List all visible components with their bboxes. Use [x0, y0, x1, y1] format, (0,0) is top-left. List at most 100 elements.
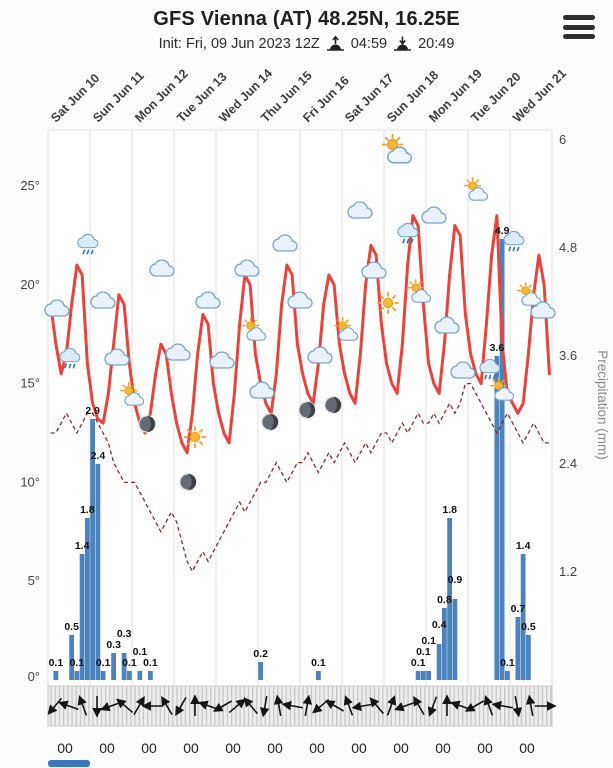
- precip-bar: [79, 554, 85, 680]
- temp-tick-label: 15°: [20, 376, 40, 391]
- moon-icon: [261, 413, 279, 431]
- hour-tick-label: 00: [225, 740, 241, 756]
- precip-value-label: 0.4: [432, 619, 447, 631]
- precip-value-label: 3.6: [490, 342, 505, 354]
- moon-icon: [138, 415, 156, 433]
- dew-point-line: [50, 382, 550, 573]
- sun-icon: [376, 291, 400, 315]
- precip-value-label: 0.9: [448, 574, 463, 586]
- precip-value-label: 2.4: [91, 450, 106, 462]
- wind-arrow: [243, 697, 259, 715]
- precip-bar: [95, 464, 101, 680]
- hamburger-icon: [563, 15, 595, 20]
- wind-arrow: [491, 700, 513, 711]
- precip-value-label: 0.5: [64, 621, 79, 633]
- temperature-axis: 25° 20° 15° 10° 5° 0°: [20, 178, 40, 684]
- precip-bar: [126, 671, 132, 680]
- chart-header: GFS Vienna (AT) 48.25N, 16.25E Init: Fri…: [0, 0, 613, 53]
- hour-tick-label: 00: [183, 740, 199, 756]
- sunrise-icon: [326, 35, 345, 53]
- precip-value-label: 0.7: [511, 603, 526, 615]
- precip-value-label: 0.1: [500, 657, 515, 669]
- dew-point-series: [50, 382, 550, 573]
- precip-bar-labels: 0.10.50.11.41.82.92.40.10.30.30.10.10.10…: [49, 225, 536, 669]
- precip-bar: [504, 671, 510, 680]
- precip-value-label: 1.8: [442, 504, 457, 516]
- precip-bar: [520, 554, 526, 680]
- precip-bar: [499, 239, 505, 680]
- hour-tick-label: 00: [351, 740, 367, 756]
- wind-arrow: [228, 698, 246, 714]
- wind-arrow: [386, 695, 397, 716]
- precip-bar: [494, 356, 500, 680]
- wind-arrow: [58, 700, 79, 711]
- wind-arrow: [302, 694, 313, 716]
- precip-bar: [447, 518, 453, 680]
- temp-tick-label: 10°: [20, 474, 40, 489]
- precip-bar: [426, 671, 432, 680]
- precip-bar: [84, 518, 90, 680]
- precip-bar: [436, 644, 442, 680]
- hour-tick-label: 00: [519, 740, 535, 756]
- precip-bar: [74, 671, 80, 680]
- wind-arrow: [77, 695, 88, 716]
- precip-bar: [147, 671, 153, 680]
- sunset-icon: [393, 35, 412, 53]
- wind-barbs: [47, 685, 557, 727]
- sunrise-time: 04:59: [350, 36, 388, 52]
- wind-arrow: [175, 696, 187, 717]
- precip-tick-label: 4.8: [559, 240, 577, 255]
- wind-arrow: [116, 698, 134, 714]
- precip-bar: [121, 653, 127, 680]
- wind-arrow: [259, 696, 270, 718]
- precip-bar: [515, 617, 521, 680]
- scroll-indicator[interactable]: [48, 760, 90, 767]
- precip-value-label: 0.1: [133, 646, 148, 658]
- wind-arrow: [324, 700, 345, 712]
- moon-icon: [298, 401, 316, 419]
- hour-tick-label: 00: [309, 740, 325, 756]
- temp-tick-label: 25°: [20, 178, 40, 193]
- precip-bar: [258, 662, 264, 680]
- wind-arrow: [369, 697, 385, 715]
- precip-bar: [111, 653, 117, 680]
- menu-button[interactable]: [563, 12, 597, 42]
- sun-icon: [183, 425, 207, 449]
- precip-tick-label: 2.4: [559, 456, 577, 471]
- precip-tick-label: 3.6: [559, 348, 577, 363]
- precip-value-label: 1.4: [75, 540, 90, 552]
- precip-value-label: 0.1: [143, 657, 158, 669]
- precip-bar: [441, 608, 447, 680]
- wind-arrow: [212, 700, 233, 712]
- hour-axis: 00 00 00 00 00 00 00 00 00 00 00 00: [57, 740, 535, 756]
- wind-arrow: [281, 700, 303, 711]
- wind-arrow: [394, 701, 415, 712]
- precip-axis: 6 4.8 3.6 2.4 1.2 Precipitation (mm): [559, 132, 610, 579]
- temp-tick-label: 0°: [28, 669, 40, 684]
- precip-bar: [452, 599, 458, 680]
- precip-bar: [137, 671, 143, 680]
- precip-value-label: 0.1: [416, 646, 431, 658]
- precip-bar: [315, 671, 321, 680]
- precip-value-label: 4.9: [495, 225, 510, 237]
- hour-tick-label: 00: [477, 740, 493, 756]
- precip-value-label: 1.8: [80, 504, 95, 516]
- precip-bar: [420, 671, 426, 680]
- precip-value-label: 0.1: [421, 635, 436, 647]
- precip-axis-title: Precipitation (mm): [595, 350, 610, 460]
- wind-arrow: [343, 695, 354, 716]
- temp-tick-label: 20°: [20, 277, 40, 292]
- sunset-time: 20:49: [418, 36, 455, 52]
- init-line: Init: Fri, 09 Jun 2023 12Z 04:59 20:: [0, 35, 613, 53]
- moon-icon: [179, 473, 197, 491]
- precip-tick-label: 1.2: [559, 564, 577, 579]
- temp-tick-label: 5°: [28, 573, 40, 588]
- hour-tick-label: 00: [57, 740, 73, 756]
- precip-value-label: 0.1: [70, 657, 85, 669]
- wind-arrow: [273, 694, 284, 716]
- precip-tick-label: 6: [559, 132, 566, 147]
- precip-value-label: 0.3: [117, 628, 132, 640]
